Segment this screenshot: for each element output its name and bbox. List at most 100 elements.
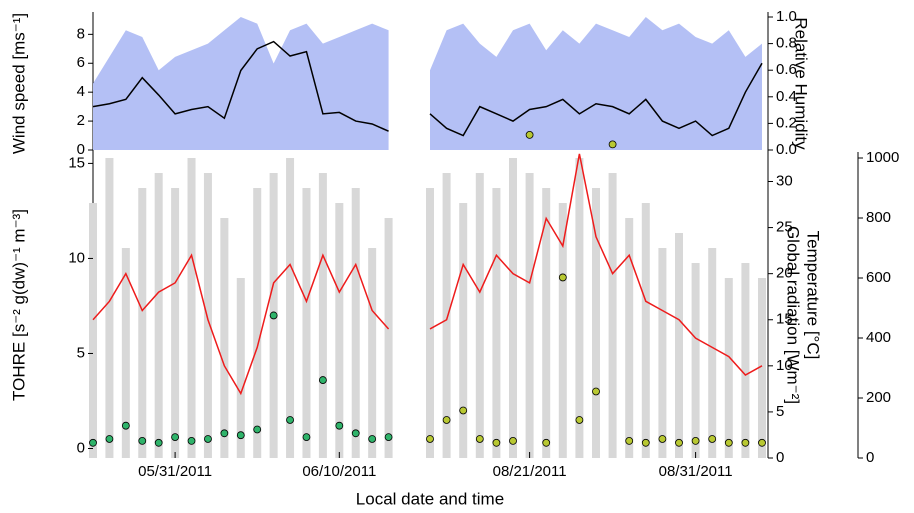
tohre-point (625, 436, 634, 445)
tohre-point (138, 436, 147, 445)
tohre-point (442, 416, 451, 424)
radiation-bar (724, 278, 733, 458)
x-tick-label: 05/31/2011 (138, 463, 212, 480)
tohre-point (608, 140, 617, 149)
tick-label: 0 (776, 449, 784, 466)
tohre-point (253, 425, 262, 434)
radiation-bar (384, 218, 393, 458)
x-axis-label: Local date and time (356, 489, 504, 508)
radiation-bar (708, 248, 717, 458)
radiation-bar (525, 173, 534, 458)
y-axis-label: Wind speed [ms⁻¹] (9, 13, 28, 154)
tohre-point (236, 431, 245, 440)
tick-label: 6 (77, 54, 85, 71)
radiation-bar (105, 158, 114, 458)
tohre-point (641, 438, 650, 447)
series-line (92, 253, 390, 396)
tohre-point (691, 436, 700, 445)
tick-label: 0.0 (776, 141, 797, 158)
tick-label: 10 (68, 249, 85, 266)
radiation-bar (542, 188, 551, 458)
tohre-point (459, 406, 468, 415)
tick-label: 0.6 (776, 61, 797, 78)
tohre-point (204, 435, 212, 443)
tohre-point (492, 438, 501, 447)
tick-label: 2 (77, 112, 85, 129)
tohre-point (509, 436, 517, 445)
tick-label: 0.8 (776, 35, 797, 52)
tick-label: 0 (866, 449, 874, 466)
x-tick-label: 06/10/2011 (302, 463, 376, 480)
tohre-point (758, 438, 766, 447)
tick-label: 600 (866, 269, 891, 286)
radiation-bar (641, 203, 650, 458)
tick-label: 20 (776, 265, 793, 282)
tohre-point (558, 273, 567, 282)
radiation-bar (368, 248, 377, 458)
series-line (429, 62, 763, 137)
radiation-bar (475, 173, 484, 458)
x-tick-label: 08/21/2011 (493, 463, 567, 480)
tohre-point (121, 421, 130, 430)
tick-label: 1.0 (776, 8, 797, 25)
tohre-point (286, 416, 294, 424)
y2-axis-label: Relative Humidity (792, 17, 811, 150)
radiation-bar (220, 218, 229, 458)
radiation-bar (741, 263, 750, 458)
tick-label: 1000 (866, 149, 899, 166)
tick-label: 5 (776, 403, 784, 420)
tick-label: 400 (866, 329, 891, 346)
tohre-point (475, 435, 484, 443)
tohre-point (658, 435, 667, 443)
radiation-bar (691, 263, 700, 458)
humidity-area (93, 17, 389, 150)
tohre-point (724, 438, 733, 447)
tohre-point (171, 433, 180, 441)
radiation-bar (459, 203, 468, 458)
tohre-point (384, 433, 393, 441)
series-line (429, 153, 763, 376)
tohre-point (302, 433, 311, 441)
tohre-point (187, 436, 196, 445)
radiation-bar (154, 173, 163, 458)
radiation-bar (426, 188, 434, 458)
tohre-point (575, 416, 584, 424)
tick-label: 800 (866, 209, 891, 226)
tohre-point (351, 429, 360, 438)
tohre-point (220, 429, 229, 438)
radiation-bar (625, 218, 634, 458)
humidity-area (430, 17, 762, 150)
series-line (92, 40, 389, 132)
x-tick-label: 08/31/2011 (659, 463, 733, 480)
tick-label: 0.2 (776, 114, 797, 131)
tick-label: 30 (776, 172, 793, 189)
tohre-point (525, 130, 534, 139)
radiation-bar (351, 188, 360, 458)
tick-label: 5 (77, 344, 85, 361)
radiation-bar (608, 173, 617, 458)
tick-label: 200 (866, 389, 891, 406)
tohre-point (318, 376, 327, 384)
tohre-point (335, 421, 344, 430)
tohre-point (708, 435, 717, 443)
tick-label: 10 (776, 357, 793, 374)
tick-label: 15 (776, 311, 793, 328)
y2-axis-label: Temperature [°C] (804, 231, 823, 360)
y-axis-label: TOHRE [s⁻² g(dw)⁻¹ m⁻³] (9, 209, 28, 401)
radiation-bar (675, 233, 683, 458)
tohre-point (105, 435, 114, 443)
radiation-bar (138, 188, 147, 458)
radiation-bar (509, 158, 517, 458)
tick-label: 15 (68, 154, 85, 171)
radiation-bar (253, 188, 262, 458)
radiation-bar (335, 203, 344, 458)
radiation-bar (592, 188, 600, 458)
tohre-point (675, 438, 683, 447)
radiation-bar (558, 203, 567, 458)
tohre-point (741, 438, 750, 447)
radiation-bar (658, 248, 667, 458)
tohre-point (592, 387, 600, 396)
tohre-point (154, 438, 163, 447)
radiation-bar (302, 188, 311, 458)
